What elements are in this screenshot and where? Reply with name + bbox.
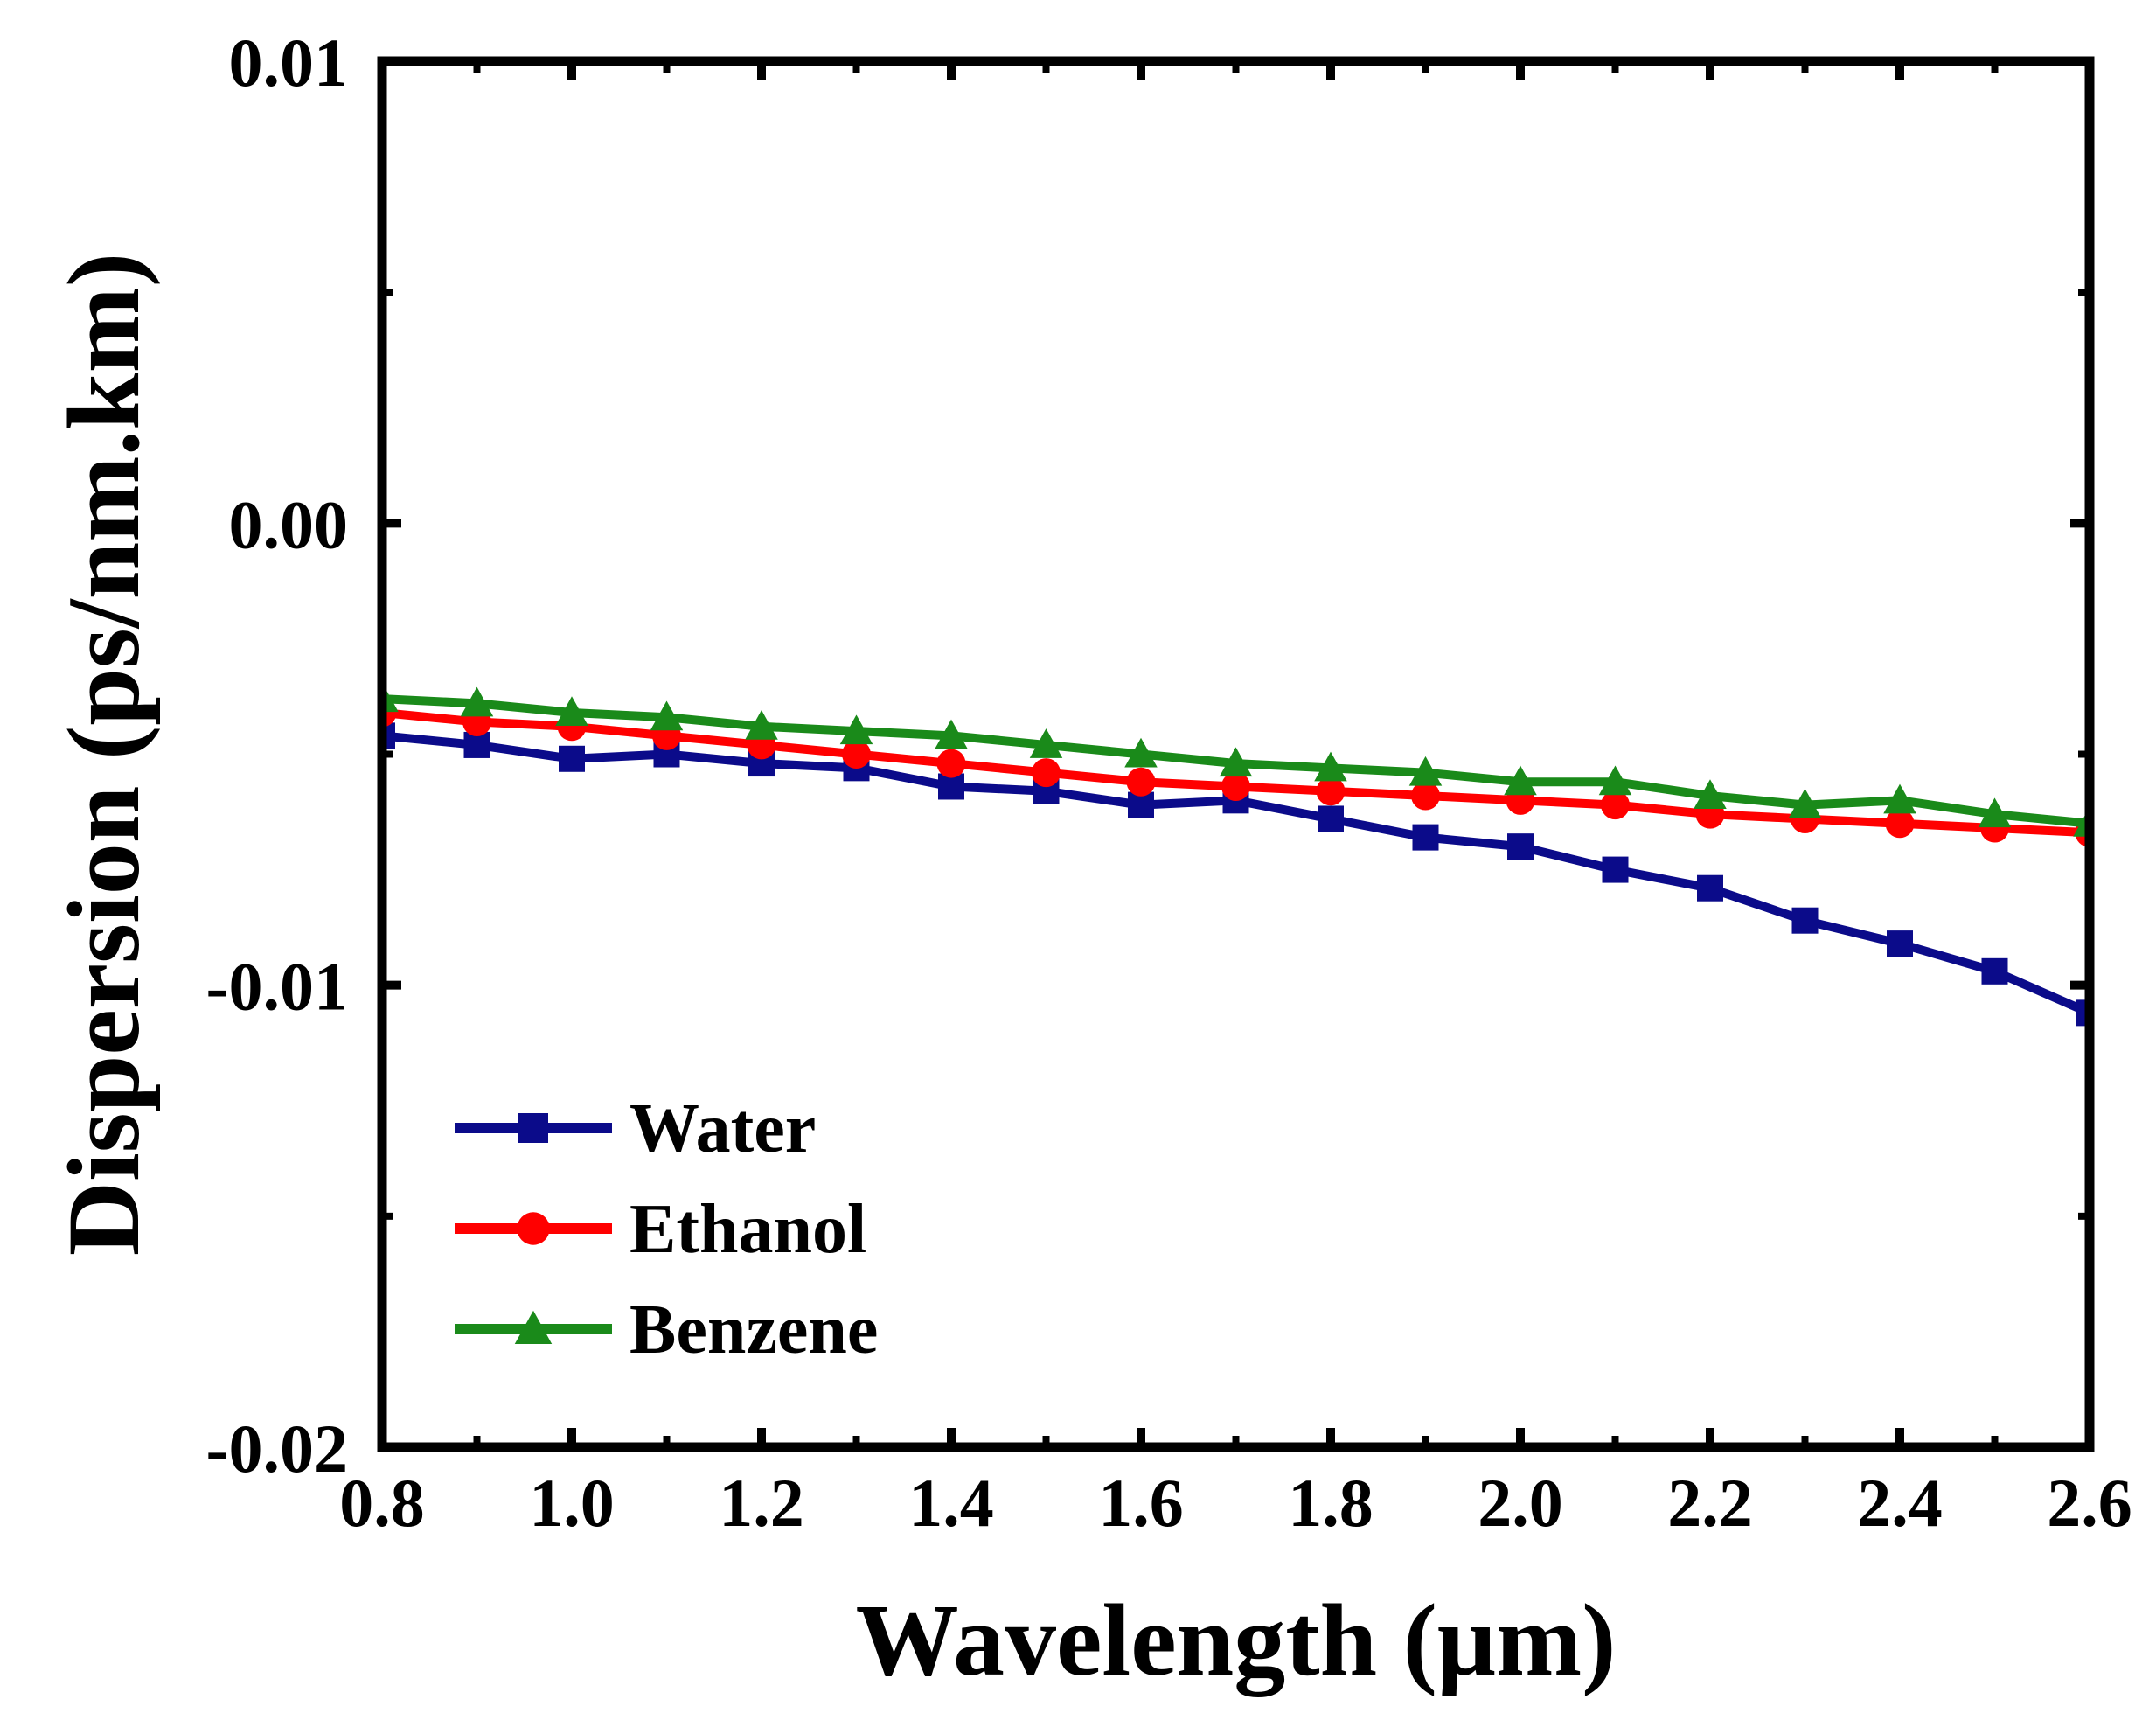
x-tick-label: 2.0 bbox=[1478, 1465, 1563, 1541]
legend-marker-benzene bbox=[514, 1310, 553, 1344]
data-point-benzene bbox=[1694, 779, 1727, 810]
y-axis-tick-labels: 0.01 0.00 -0.01 -0.02 bbox=[206, 24, 348, 1487]
y-tick-label: -0.02 bbox=[206, 1410, 348, 1487]
data-point-water bbox=[559, 745, 585, 772]
data-point-benzene bbox=[650, 700, 684, 731]
data-point-water bbox=[1507, 833, 1534, 860]
data-point-benzene bbox=[1124, 737, 1158, 768]
data-point-water bbox=[1318, 805, 1344, 832]
data-point-ethanol bbox=[1032, 758, 1061, 788]
data-point-water bbox=[1602, 856, 1629, 883]
x-tick-label: 2.6 bbox=[2047, 1465, 2132, 1541]
data-point-benzene bbox=[460, 686, 494, 717]
x-axis-title: Wavelength (μm) bbox=[856, 1583, 1617, 1697]
data-point-benzene bbox=[745, 710, 778, 740]
data-point-benzene bbox=[839, 714, 873, 745]
data-point-benzene bbox=[555, 696, 588, 726]
data-point-benzene bbox=[1314, 751, 1347, 782]
series-benzene bbox=[382, 682, 2090, 837]
data-point-benzene bbox=[1883, 783, 1916, 814]
legend: Water Ethanol Benzene bbox=[455, 1090, 878, 1368]
x-tick-label: 1.6 bbox=[1098, 1465, 1184, 1541]
y-tick-label: 0.01 bbox=[229, 24, 349, 101]
y-tick-label: 0.00 bbox=[229, 486, 349, 562]
x-tick-label: 1.0 bbox=[529, 1465, 615, 1541]
legend-item-water: Water bbox=[455, 1090, 816, 1167]
data-point-benzene bbox=[1408, 756, 1443, 786]
legend-marker-water bbox=[518, 1113, 548, 1143]
legend-item-benzene: Benzene bbox=[455, 1292, 878, 1368]
legend-label-ethanol: Ethanol bbox=[629, 1191, 866, 1268]
x-tick-label: 2.4 bbox=[1857, 1465, 1943, 1541]
x-tick-label: 1.2 bbox=[719, 1465, 804, 1541]
data-point-water bbox=[1981, 957, 2008, 985]
data-point-benzene bbox=[1788, 788, 1822, 818]
x-tick-label: 2.2 bbox=[1667, 1465, 1753, 1541]
data-point-benzene bbox=[935, 719, 968, 749]
data-point-water bbox=[1791, 907, 1819, 934]
data-point-benzene bbox=[1598, 765, 1632, 796]
data-point-water bbox=[1887, 930, 1913, 957]
data-point-ethanol bbox=[842, 740, 871, 769]
x-tick-label: 1.8 bbox=[1288, 1465, 1374, 1541]
plot-area bbox=[382, 682, 2090, 1027]
data-point-ethanol bbox=[1126, 767, 1156, 797]
data-point-ethanol bbox=[1885, 809, 1915, 839]
data-point-benzene bbox=[1029, 728, 1063, 758]
data-point-benzene bbox=[1978, 797, 2012, 828]
data-point-ethanol bbox=[1411, 781, 1440, 811]
data-point-ethanol bbox=[1316, 776, 1346, 806]
x-tick-label: 1.4 bbox=[908, 1465, 994, 1541]
legend-item-ethanol: Ethanol bbox=[455, 1191, 866, 1268]
y-tick-label: -0.01 bbox=[206, 949, 348, 1025]
data-point-water bbox=[1697, 874, 1723, 902]
x-tick-label: 0.8 bbox=[339, 1465, 425, 1541]
data-point-benzene bbox=[1219, 747, 1253, 777]
x-axis-tick-labels: 0.8 1.0 1.2 1.4 1.6 1.8 2.0 2.2 2.4 2.6 bbox=[339, 1465, 2132, 1541]
data-point-ethanol bbox=[1221, 771, 1250, 801]
data-point-water bbox=[1412, 824, 1439, 851]
data-point-benzene bbox=[1504, 765, 1537, 796]
y-axis-title: Dispersion (ps/nm.km) bbox=[46, 253, 161, 1256]
data-point-ethanol bbox=[1601, 790, 1630, 820]
legend-marker-ethanol bbox=[517, 1212, 550, 1245]
legend-label-benzene: Benzene bbox=[629, 1292, 878, 1368]
data-point-ethanol bbox=[936, 749, 966, 778]
axis-ticks bbox=[378, 57, 2094, 1452]
legend-label-water: Water bbox=[629, 1090, 816, 1167]
